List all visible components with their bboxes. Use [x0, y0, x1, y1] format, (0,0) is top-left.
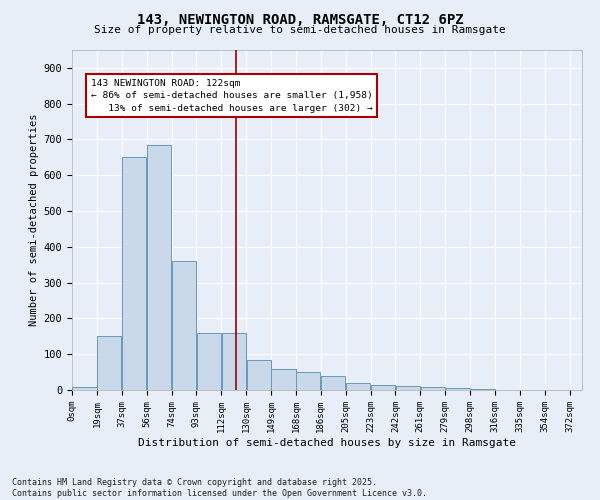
Bar: [247, 360, 271, 390]
Bar: [122, 158, 146, 390]
Y-axis label: Number of semi-detached properties: Number of semi-detached properties: [29, 114, 40, 326]
Text: Contains HM Land Registry data © Crown copyright and database right 2025.
Contai: Contains HM Land Registry data © Crown c…: [12, 478, 427, 498]
Bar: [371, 385, 395, 390]
Bar: [73, 387, 97, 390]
Bar: [321, 376, 345, 390]
Text: 143 NEWINGTON ROAD: 122sqm
← 86% of semi-detached houses are smaller (1,958)
   : 143 NEWINGTON ROAD: 122sqm ← 86% of semi…: [91, 78, 373, 112]
Bar: [221, 332, 246, 390]
Bar: [421, 387, 445, 390]
Text: 143, NEWINGTON ROAD, RAMSGATE, CT12 6PZ: 143, NEWINGTON ROAD, RAMSGATE, CT12 6PZ: [137, 12, 463, 26]
Bar: [296, 372, 320, 390]
Bar: [446, 388, 470, 390]
Bar: [97, 336, 121, 390]
Bar: [346, 383, 370, 390]
Bar: [147, 145, 171, 390]
Bar: [470, 389, 494, 390]
Bar: [197, 332, 221, 390]
Bar: [396, 386, 420, 390]
Text: Size of property relative to semi-detached houses in Ramsgate: Size of property relative to semi-detach…: [94, 25, 506, 35]
Bar: [172, 261, 196, 390]
Bar: [271, 368, 296, 390]
X-axis label: Distribution of semi-detached houses by size in Ramsgate: Distribution of semi-detached houses by …: [138, 438, 516, 448]
